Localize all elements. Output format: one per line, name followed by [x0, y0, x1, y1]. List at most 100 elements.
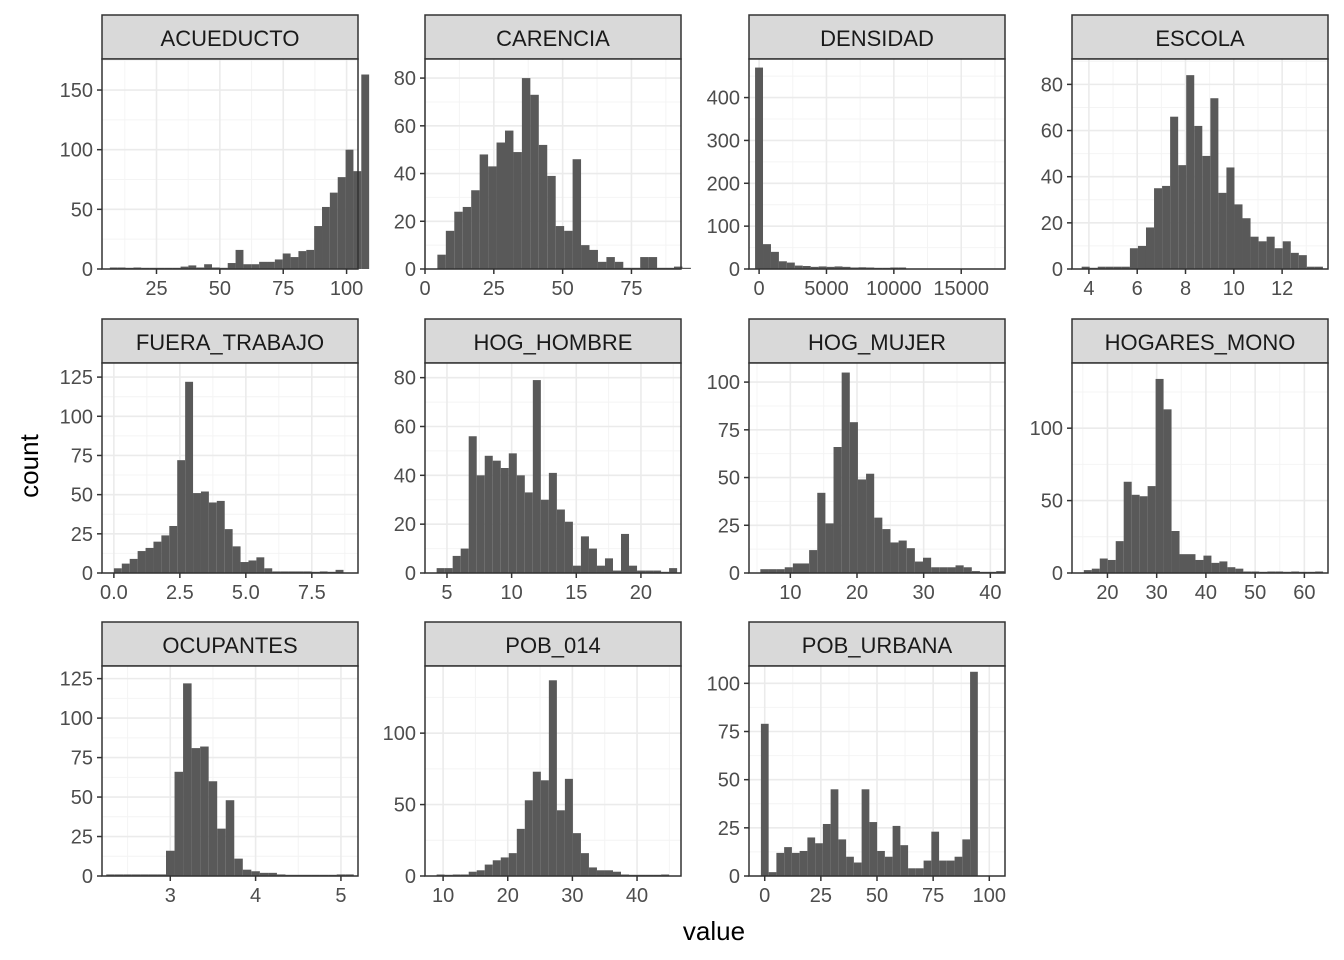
histogram-bar — [224, 529, 233, 573]
facet-strip-label: ACUEDUCTO — [161, 26, 300, 51]
histogram-bar — [259, 261, 268, 269]
histogram-bar — [1178, 165, 1187, 269]
histogram-bar — [1139, 496, 1148, 573]
histogram-bar — [157, 874, 166, 876]
x-tick-label: 50 — [209, 278, 231, 300]
histogram-bar — [264, 568, 273, 573]
y-tick-label: 20 — [1041, 213, 1063, 235]
facet-strip — [748, 318, 1006, 364]
y-tick-label: 40 — [394, 164, 416, 186]
plot-background — [749, 59, 1005, 269]
histogram-bar — [947, 567, 956, 573]
x-tick-label: 25 — [145, 278, 167, 300]
facet-strip-label: HOGARES_MONO — [1105, 330, 1296, 355]
histogram-bar — [460, 548, 469, 573]
histogram-bar — [1235, 568, 1244, 573]
y-tick-label: 100 — [707, 216, 740, 238]
histogram-bar — [322, 206, 330, 269]
y-tick-label: 0 — [1052, 563, 1063, 585]
x-tick-label: 25 — [810, 885, 832, 907]
histogram-bar — [1137, 245, 1146, 269]
facet-strip-label: HOG_HOMBRE — [474, 330, 633, 355]
panel-border — [424, 362, 682, 574]
histogram-bar — [169, 525, 178, 573]
histogram-bar — [1274, 248, 1283, 269]
histogram-bar — [1129, 248, 1138, 269]
histogram-bar — [282, 253, 291, 269]
x-tick-label: 10000 — [866, 278, 922, 300]
x-tick-label: 50 — [552, 278, 574, 300]
histogram-bar — [137, 551, 146, 573]
histogram-bar — [637, 570, 646, 573]
histogram-bar — [954, 856, 963, 876]
histogram-bar — [612, 871, 622, 876]
histogram-bar — [763, 244, 771, 269]
histogram-bar — [468, 871, 477, 876]
histogram-bar — [884, 856, 893, 876]
histogram-bar — [794, 265, 803, 269]
panel-hog-hombre: HOG_HOMBRE 5 10 15 20 0 20 40 60 80 — [394, 318, 682, 604]
histogram-bar — [612, 570, 622, 573]
panel-carencia: CARENCIA 0 25 50 75 0 20 40 60 80 — [394, 14, 691, 300]
histogram-bar — [532, 771, 541, 876]
histogram-bar — [648, 257, 658, 269]
histogram-bar — [540, 780, 549, 876]
histogram-bar — [290, 257, 299, 269]
histogram-bar — [123, 874, 132, 876]
histogram-bar — [513, 152, 522, 269]
facet-strip — [748, 14, 1006, 60]
histogram-bar — [564, 521, 573, 573]
x-tick-label: 40 — [626, 885, 648, 907]
y-tick-label: 400 — [707, 88, 740, 110]
histogram-bar — [516, 828, 525, 876]
histogram-bar — [801, 563, 810, 573]
histogram-bar — [200, 491, 209, 573]
y-tick-label: 40 — [1041, 167, 1063, 189]
histogram-bar — [760, 569, 769, 573]
histogram-bar — [858, 267, 867, 269]
histogram-bar — [484, 864, 493, 876]
histogram-bar — [548, 472, 557, 573]
histogram-bar — [129, 558, 138, 573]
histogram-bar — [484, 455, 493, 573]
y-tick-label: 50 — [71, 485, 93, 507]
histogram-bar — [288, 571, 296, 573]
histogram-bar — [161, 535, 170, 573]
histogram-bar — [900, 845, 909, 876]
histogram-bar — [242, 869, 252, 876]
histogram-bar — [799, 850, 808, 876]
y-tick-label: 50 — [71, 199, 93, 221]
y-tick-label: 200 — [707, 173, 740, 195]
histogram-bar — [1227, 567, 1236, 573]
y-tick-label: 60 — [1041, 121, 1063, 143]
histogram-bar — [588, 867, 597, 876]
histogram-bar — [1211, 562, 1220, 573]
histogram-bar — [530, 94, 539, 269]
facet-strip — [424, 621, 682, 667]
histogram-bar — [276, 874, 286, 876]
histogram-bar — [760, 723, 769, 876]
histogram-bar — [444, 568, 453, 573]
histogram-bar — [755, 67, 764, 269]
x-tick-label: 100 — [973, 885, 1006, 907]
y-tick-label: 0 — [405, 259, 416, 281]
histogram-bar — [915, 868, 924, 876]
histogram-bar — [274, 259, 283, 269]
histogram-bar — [946, 860, 955, 876]
histogram-bar — [208, 502, 217, 573]
x-tick-label: 50 — [866, 885, 888, 907]
histogram-bar — [204, 264, 213, 269]
histogram-bar — [784, 847, 792, 876]
histogram-bar — [1258, 241, 1267, 269]
histogram-bar — [1154, 188, 1163, 269]
histogram-bar — [508, 853, 517, 876]
y-tick-label: 75 — [718, 722, 740, 744]
panel-border — [424, 58, 682, 270]
x-tick-label: 20 — [846, 582, 868, 604]
histogram-bar — [833, 447, 842, 573]
facet-strip — [424, 318, 682, 364]
histogram-bar — [113, 568, 122, 573]
histogram-bar — [174, 771, 184, 876]
histogram-bar — [572, 565, 581, 573]
